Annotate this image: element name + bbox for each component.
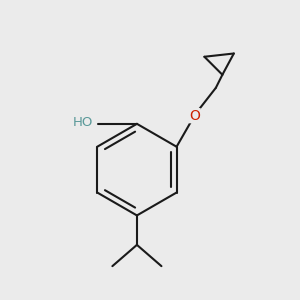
- Text: HO: HO: [72, 116, 93, 129]
- Text: O: O: [189, 109, 200, 123]
